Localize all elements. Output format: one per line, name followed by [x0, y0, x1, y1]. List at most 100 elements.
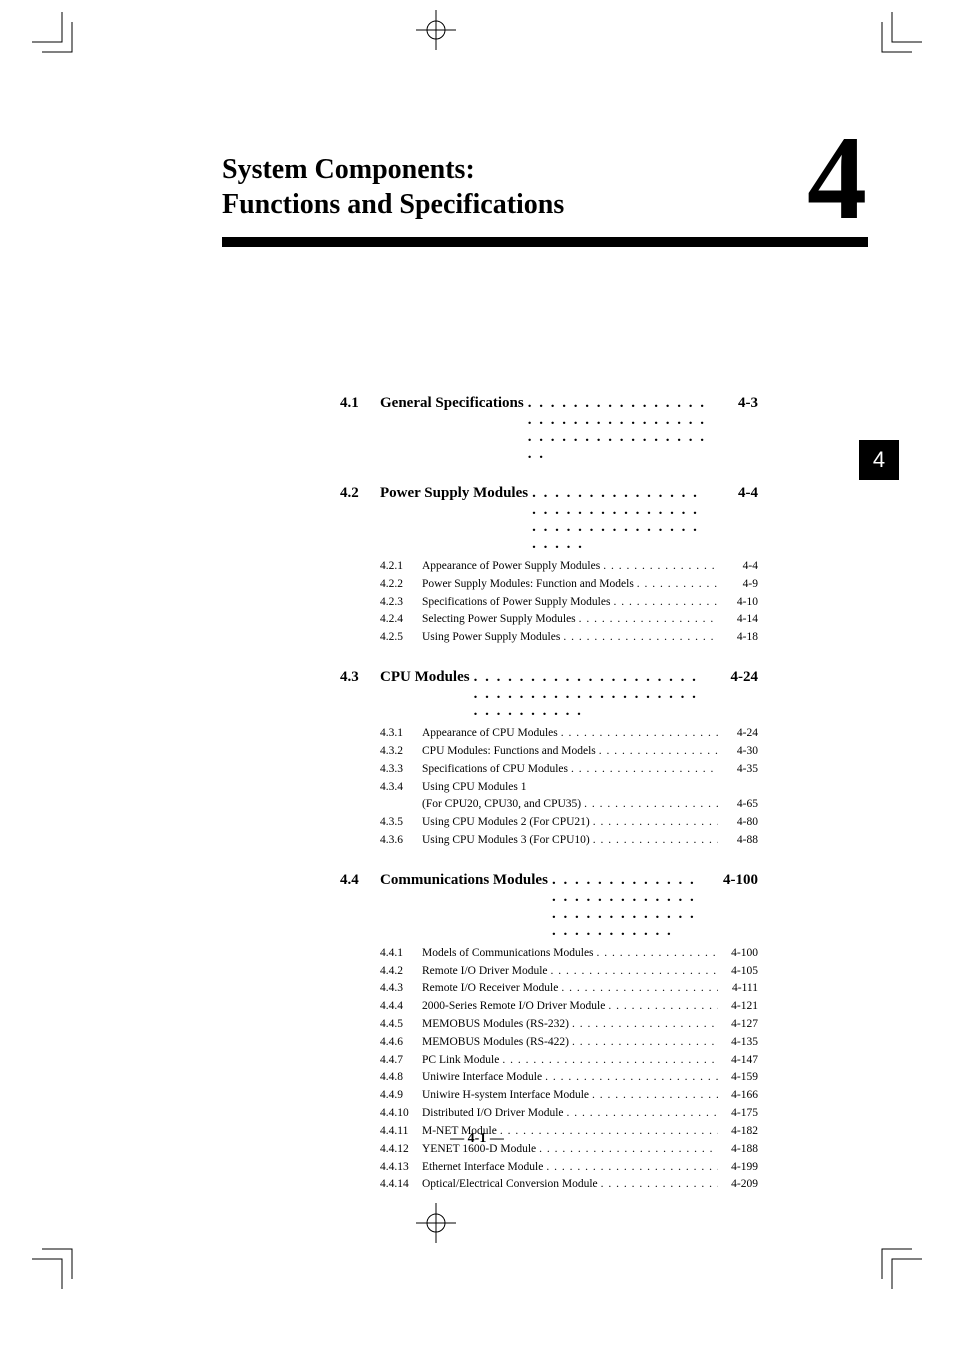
toc-sub-page: 4-100 [718, 945, 758, 963]
toc-sub-title: MEMOBUS Modules (RS-422) [422, 1034, 569, 1052]
toc-sub-row: 4.4.7PC Link Module . . . . . . . . . . … [340, 1052, 758, 1070]
toc-leader-dots: . . . . . . . . . . . . . . . . . . . . … [581, 796, 718, 814]
toc-sub-number: 4.4.2 [380, 963, 422, 981]
toc-sub-title: Specifications of CPU Modules [422, 761, 568, 779]
toc-sub-number: 4.2.5 [380, 629, 422, 647]
toc-sub-title: PC Link Module [422, 1052, 499, 1070]
toc-sub-number: 4.3.4 [380, 779, 422, 797]
toc-sub-number: 4.4.14 [380, 1176, 422, 1194]
toc-section-row: 4.1General Specifications . . . . . . . … [340, 395, 758, 463]
toc-section-number: 4.4 [340, 872, 380, 889]
toc-sub-title-line2: (For CPU20, CPU30, and CPU35) [422, 796, 581, 814]
toc-leader-dots: . . . . . . . . . . . . . . . . . . . . … [564, 1105, 719, 1123]
toc-section-page: 4-100 [710, 872, 758, 889]
thumb-tab-label: 4 [873, 447, 885, 473]
toc-sub-title: Appearance of CPU Modules [422, 725, 558, 743]
toc-sub-page: 4-4 [718, 558, 758, 576]
toc-sub-page: 4-127 [718, 1016, 758, 1034]
crop-mark-top-center [416, 10, 456, 50]
toc-sub-row: 4.4.9Uniwire H-system Interface Module .… [340, 1087, 758, 1105]
toc-sub-number: 4.3.3 [380, 761, 422, 779]
toc-sub-page: 4-24 [718, 725, 758, 743]
toc-sub-row: 4.3.3Specifications of CPU Modules . . .… [340, 761, 758, 779]
toc-sub-row: 4.3.4Using CPU Modules 1(For CPU20, CPU3… [340, 779, 758, 815]
toc-sub-title: Using CPU Modules 3 (For CPU10) [422, 832, 590, 850]
toc-sub-number: 4.4.8 [380, 1069, 422, 1087]
toc-sub-number: 4.2.1 [380, 558, 422, 576]
toc-sub-page: 4-175 [718, 1105, 758, 1123]
toc-sub-title: Selecting Power Supply Modules [422, 611, 576, 629]
toc-sub-number: 4.3.2 [380, 743, 422, 761]
toc-sub-number: 4.4.10 [380, 1105, 422, 1123]
toc-sub-row: 4.4.5MEMOBUS Modules (RS-232) . . . . . … [340, 1016, 758, 1034]
toc-sub-page: 4-147 [718, 1052, 758, 1070]
toc-sub-page: 4-199 [718, 1159, 758, 1177]
toc-sub-title: Remote I/O Receiver Module [422, 980, 558, 998]
chapter-title: System Components: Functions and Specifi… [222, 152, 752, 222]
chapter-title-line2: Functions and Specifications [222, 187, 752, 222]
toc-leader-dots: . . . . . . . . . . . . . . . . . . . . … [605, 998, 718, 1016]
toc-sub-row: 4.4.10Distributed I/O Driver Module . . … [340, 1105, 758, 1123]
toc-sub-title: MEMOBUS Modules (RS-232) [422, 1016, 569, 1034]
toc-sub-page: 4-10 [718, 594, 758, 612]
toc-sub-title: Appearance of Power Supply Modules [422, 558, 600, 576]
toc-sub-row: 4.4.14Optical/Electrical Conversion Modu… [340, 1176, 758, 1194]
toc-leader-dots: . . . . . . . . . . . . . . . . . . . . … [589, 1087, 718, 1105]
toc-sub-row: 4.2.3Specifications of Power Supply Modu… [340, 594, 758, 612]
thumb-tab: 4 [859, 440, 899, 480]
toc-leader-dots: . . . . . . . . . . . . . . . . . . . . … [528, 485, 710, 553]
chapter-title-line1: System Components: [222, 152, 752, 187]
toc-sub-row: 4.2.2Power Supply Modules: Function and … [340, 576, 758, 594]
toc-sub-page: 4-65 [718, 796, 758, 814]
toc-sub-page: 4-111 [718, 980, 758, 998]
toc-sub-page: 4-35 [718, 761, 758, 779]
crop-mark-top-left [32, 12, 76, 56]
page: System Components: Functions and Specifi… [0, 0, 954, 1351]
toc-leader-dots: . . . . . . . . . . . . . . . . . . . . … [598, 1176, 718, 1194]
toc-section-page: 4-4 [710, 485, 758, 502]
toc-leader-dots: . . . . . . . . . . . . . . . . . . . . … [548, 963, 718, 981]
toc-sub-page: 4-88 [718, 832, 758, 850]
toc-sub-title: Ethernet Interface Module [422, 1159, 543, 1177]
crop-mark-top-right [878, 12, 922, 56]
toc-sub-title: Uniwire Interface Module [422, 1069, 542, 1087]
toc-sub-row: 4.3.2CPU Modules: Functions and Models .… [340, 743, 758, 761]
toc-sub-title: Specifications of Power Supply Modules [422, 594, 610, 612]
heading-rule [222, 237, 868, 247]
toc-sub-title: Remote I/O Driver Module [422, 963, 548, 981]
toc-sub-row: 4.4.42000-Series Remote I/O Driver Modul… [340, 998, 758, 1016]
toc-sub-number: 4.2.4 [380, 611, 422, 629]
toc-section: 4.1General Specifications . . . . . . . … [340, 395, 758, 463]
toc-section-number: 4.1 [340, 395, 380, 412]
toc-sub-page: 4-159 [718, 1069, 758, 1087]
toc-sub-page: 4-121 [718, 998, 758, 1016]
toc-sub-page: 4-80 [718, 814, 758, 832]
toc-sub-row: 4.3.1Appearance of CPU Modules . . . . .… [340, 725, 758, 743]
toc-sub-row: 4.2.4Selecting Power Supply Modules . . … [340, 611, 758, 629]
toc-leader-dots: . . . . . . . . . . . . . . . . . . . . … [548, 872, 710, 940]
toc-sub-number: 4.3.1 [380, 725, 422, 743]
toc-section-row: 4.2Power Supply Modules . . . . . . . . … [340, 485, 758, 553]
toc-section: 4.3CPU Modules . . . . . . . . . . . . .… [340, 669, 758, 850]
toc-leader-dots: . . . . . . . . . . . . . . . . . . . . … [524, 395, 710, 463]
toc-section: 4.2Power Supply Modules . . . . . . . . … [340, 485, 758, 647]
toc-sub-number: 4.2.3 [380, 594, 422, 612]
toc-section-number: 4.2 [340, 485, 380, 502]
toc-sub-page: 4-105 [718, 963, 758, 981]
toc-sub-page: 4-30 [718, 743, 758, 761]
toc-leader-dots: . . . . . . . . . . . . . . . . . . . . … [610, 594, 718, 612]
toc-sub-title: Power Supply Modules: Function and Model… [422, 576, 634, 594]
toc-leader-dots: . . . . . . . . . . . . . . . . . . . . … [576, 611, 718, 629]
table-of-contents: 4.1General Specifications . . . . . . . … [340, 395, 758, 1216]
toc-sub-row: 4.2.1Appearance of Power Supply Modules … [340, 558, 758, 576]
toc-leader-dots: . . . . . . . . . . . . . . . . . . . . … [568, 761, 718, 779]
page-footer: — 4-1 — [0, 1131, 954, 1147]
toc-section-title: CPU Modules [380, 669, 470, 686]
toc-section-number: 4.3 [340, 669, 380, 686]
toc-leader-dots: . . . . . . . . . . . . . . . . . . . . … [569, 1016, 718, 1034]
toc-sub-number: 4.3.6 [380, 832, 422, 850]
toc-sub-row: 4.2.5Using Power Supply Modules . . . . … [340, 629, 758, 647]
toc-sub-title: Optical/Electrical Conversion Module [422, 1176, 598, 1194]
toc-sub-title: Using CPU Modules 1(For CPU20, CPU30, an… [422, 779, 581, 815]
toc-sub-title: Models of Communications Modules [422, 945, 594, 963]
